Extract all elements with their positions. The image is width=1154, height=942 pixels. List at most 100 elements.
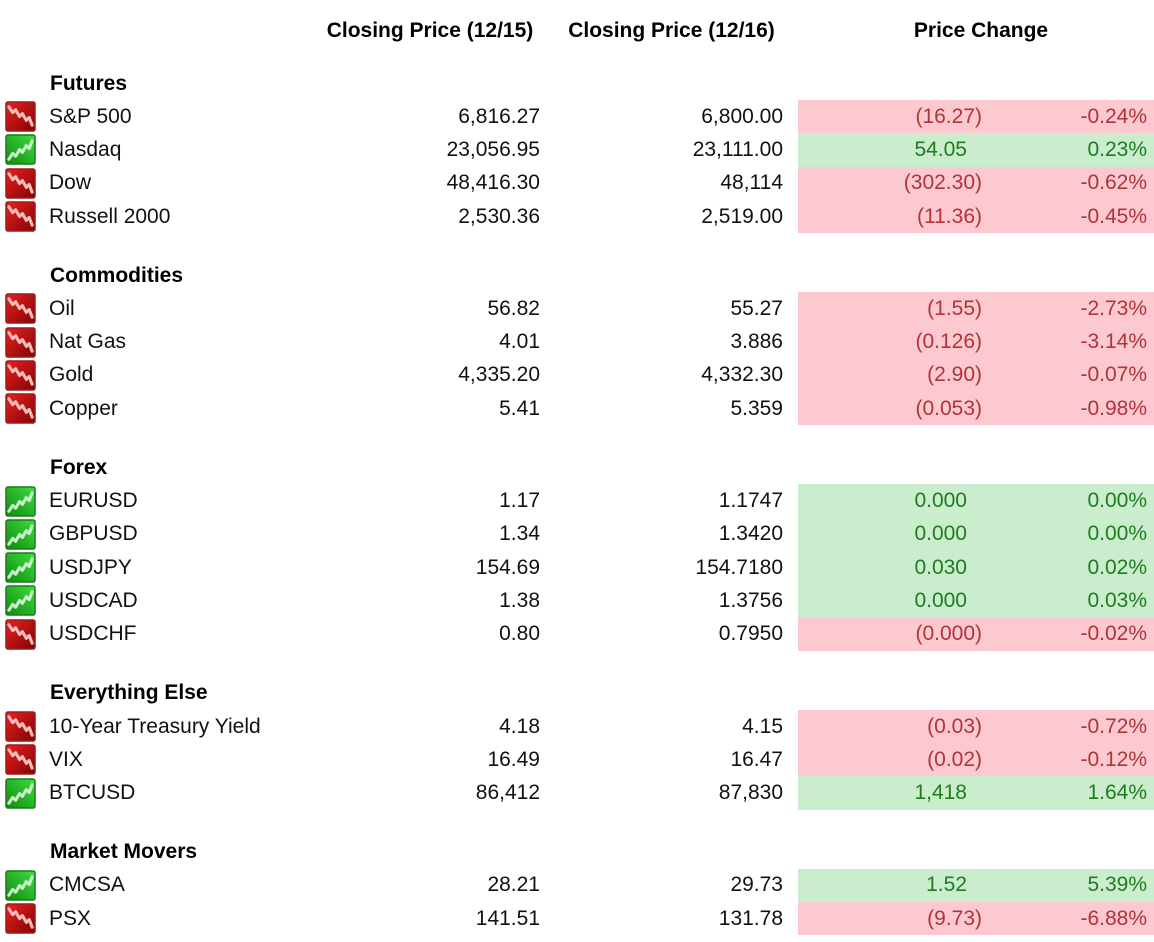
- symbol-label: USDJPY: [49, 555, 132, 579]
- price-change-cell: (302.30): [798, 166, 982, 200]
- table-row: USDCAD 1.38 1.3756 0.000 0.03%: [0, 584, 1154, 618]
- price-change-pct-cell: -0.62%: [982, 166, 1154, 200]
- closing-1215-cell: 0.80: [499, 622, 540, 646]
- symbol-cell: CMCSA: [0, 869, 300, 902]
- price-change-pct-cell: 0.02%: [982, 550, 1154, 585]
- down-trend-icon: [5, 744, 36, 776]
- section-label-row: Market Movers: [0, 836, 1154, 869]
- down-trend-icon: [5, 393, 36, 424]
- symbol-cell: Dow: [0, 167, 300, 200]
- symbol-label: S&P 500: [49, 104, 132, 128]
- closing-1216-cell: 29.73: [730, 873, 783, 897]
- closing-1216-cell: 16.47: [730, 747, 783, 771]
- section-label: Market Movers: [50, 840, 198, 864]
- table-row: Nasdaq 23,056.95 23,111.00 54.05 0.23%: [0, 133, 1154, 167]
- table-row: CMCSA 28.21 29.73 1.52 5.39%: [0, 868, 1154, 903]
- price-change-pct-cell: 5.39%: [982, 868, 1154, 903]
- price-change-pct-cell: -0.72%: [982, 709, 1154, 744]
- section-market-movers: Market Movers CMCSA 28.21 29.73 1.52 5.39% PSX…: [0, 836, 1154, 936]
- price-change-pct-cell: 0.03%: [982, 584, 1154, 618]
- column-gap: [783, 710, 798, 743]
- symbol-cell: Nat Gas: [0, 325, 300, 358]
- closing-1215-cell: 6,816.27: [458, 104, 540, 128]
- column-header-price-change: Price Change: [913, 18, 1049, 42]
- price-change-cell: 0.000: [798, 484, 982, 518]
- table-row: S&P 500 6,816.27 6,800.00 (16.27) -0.24%: [0, 100, 1154, 134]
- column-gap: [783, 618, 798, 651]
- price-change-pct-cell: -0.12%: [982, 743, 1154, 777]
- price-change-cell: (0.126): [798, 325, 982, 359]
- symbol-label: Nasdaq: [49, 137, 122, 161]
- down-trend-icon: [5, 293, 36, 325]
- closing-1215-cell: 4.18: [499, 714, 540, 738]
- closing-1216-cell: 23,111.00: [692, 137, 783, 161]
- closing-1215-cell: 1.38: [499, 588, 540, 612]
- closing-1215-cell: 154.69: [475, 555, 540, 579]
- closing-1216-cell: 2,519.00: [701, 204, 783, 228]
- section-commodities: Commodities Oil 56.82 55.27 (1.55) -2.73% Nat …: [0, 259, 1154, 426]
- column-gap: [783, 869, 798, 902]
- closing-1215-cell: 48,416.30: [446, 171, 540, 195]
- symbol-label: VIX: [49, 747, 83, 771]
- closing-1215-cell: 141.51: [475, 906, 540, 930]
- column-gap: [783, 776, 798, 809]
- price-change-cell: 1.52: [798, 868, 982, 903]
- symbol-cell: Gold: [0, 359, 300, 392]
- price-change-cell: 1,418: [798, 776, 982, 810]
- table-row: Nat Gas 4.01 3.886 (0.126) -3.14%: [0, 325, 1154, 359]
- closing-1215-cell: 4,335.20: [458, 363, 540, 387]
- down-trend-icon: [5, 711, 36, 742]
- section-forex: Forex EURUSD 1.17 1.1747 0.000 0.00% GBPUSD 1.3…: [0, 451, 1154, 651]
- sections: Futures S&P 500 6,816.27 6,800.00 (16.27) -0.…: [0, 67, 1154, 936]
- price-change-pct-cell: -6.88%: [982, 902, 1154, 936]
- section-everything-else: Everything Else 10-Year Treasury Yield 4.1…: [0, 677, 1154, 810]
- column-header-row: Closing Price (12/15) Closing Price (12/…: [0, 14, 1154, 47]
- table-row: Copper 5.41 5.359 (0.053) -0.98%: [0, 392, 1154, 426]
- price-change-pct-cell: 0.00%: [982, 484, 1154, 518]
- column-gap: [783, 359, 798, 392]
- down-trend-icon: [5, 903, 36, 934]
- section-label-row: Futures: [0, 67, 1154, 100]
- column-gap: [783, 584, 798, 617]
- section-label-row: Everything Else: [0, 677, 1154, 710]
- closing-1216-cell: 87,830: [718, 781, 783, 805]
- price-change-cell: (0.000): [798, 617, 982, 651]
- closing-1215-cell: 4.01: [499, 330, 540, 354]
- price-change-cell: (1.55): [798, 292, 982, 326]
- closing-1216-cell: 131.78: [718, 906, 783, 930]
- price-change-pct-cell: -0.45%: [982, 199, 1154, 234]
- column-gap: [783, 902, 798, 935]
- symbol-cell: GBPUSD: [0, 518, 300, 551]
- down-trend-icon: [5, 167, 36, 199]
- closing-1216-cell: 0.7950: [718, 622, 783, 646]
- closing-1215-cell: 1.17: [499, 489, 540, 513]
- symbol-label: 10-Year Treasury Yield: [49, 714, 261, 738]
- down-trend-icon: [5, 360, 36, 391]
- price-change-cell: (2.90): [798, 358, 982, 393]
- symbol-cell: Oil: [0, 292, 300, 325]
- column-gap: [783, 392, 798, 425]
- table-row: EURUSD 1.17 1.1747 0.000 0.00%: [0, 484, 1154, 518]
- up-trend-icon: [5, 585, 36, 617]
- price-change-cell: (11.36): [798, 199, 982, 234]
- table-row: Dow 48,416.30 48,114 (302.30) -0.62%: [0, 166, 1154, 200]
- price-change-pct-cell: -0.98%: [982, 392, 1154, 426]
- down-trend-icon: [5, 326, 36, 358]
- closing-1215-cell: 23,056.95: [446, 137, 540, 161]
- symbol-cell: BTCUSD: [0, 776, 300, 809]
- symbol-cell: EURUSD: [0, 484, 300, 517]
- symbol-label: Copper: [49, 396, 118, 420]
- symbol-label: Russell 2000: [49, 204, 171, 228]
- price-change-pct-cell: -0.02%: [982, 617, 1154, 651]
- section-label-row: Commodities: [0, 259, 1154, 292]
- column-gap: [783, 484, 798, 517]
- column-gap: [783, 292, 798, 325]
- table-row: 10-Year Treasury Yield 4.18 4.15 (0.03) -0.7…: [0, 709, 1154, 744]
- symbol-cell: USDJPY: [0, 551, 300, 584]
- column-header-closing-1215: Closing Price (12/15): [326, 18, 534, 42]
- table-row: USDCHF 0.80 0.7950 (0.000) -0.02%: [0, 617, 1154, 651]
- column-gap: [783, 743, 798, 776]
- price-change-pct-cell: -0.24%: [982, 100, 1154, 134]
- symbol-label: PSX: [49, 906, 92, 930]
